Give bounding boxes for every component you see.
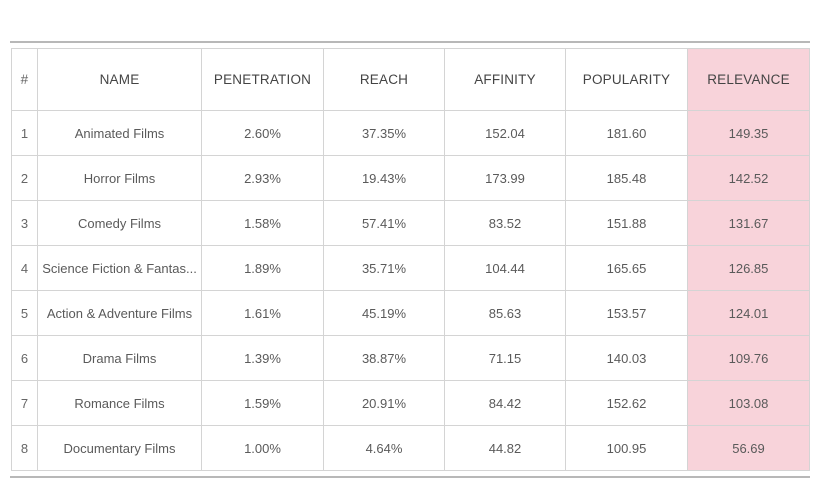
row-popularity: 151.88	[565, 200, 688, 246]
row-reach: 38.87%	[323, 335, 445, 381]
row-reach: 35.71%	[323, 245, 445, 291]
row-index: 7	[11, 380, 38, 426]
row-name: Romance Films	[37, 380, 202, 426]
table-row[interactable]: 2 Horror Films 2.93% 19.43% 173.99 185.48 142.…	[11, 155, 810, 201]
row-index: 1	[11, 110, 38, 156]
header-row: # NAME PENETRATION REACH AFFINITY POPULA…	[11, 48, 810, 111]
row-index: 8	[11, 425, 38, 471]
row-popularity: 152.62	[565, 380, 688, 426]
row-popularity: 181.60	[565, 110, 688, 156]
row-relevance: 149.35	[687, 110, 810, 156]
row-name: Action & Adventure Films	[37, 290, 202, 336]
row-penetration: 1.39%	[201, 335, 324, 381]
row-relevance: 131.67	[687, 200, 810, 246]
row-popularity: 100.95	[565, 425, 688, 471]
row-popularity: 153.57	[565, 290, 688, 336]
row-affinity: 85.63	[444, 290, 566, 336]
table-row[interactable]: 3 Comedy Films 1.58% 57.41% 83.52 151.88 131.6…	[11, 200, 810, 246]
interest-table: # NAME PENETRATION REACH AFFINITY POPULA…	[11, 48, 810, 471]
table-row[interactable]: 4 Science Fiction & Fantas... 1.89% 35.71% 1…	[11, 245, 810, 291]
header-penetration[interactable]: PENETRATION	[201, 48, 324, 111]
header-affinity[interactable]: AFFINITY	[444, 48, 566, 111]
row-index: 4	[11, 245, 38, 291]
bottom-divider	[10, 476, 810, 478]
row-relevance: 103.08	[687, 380, 810, 426]
row-reach: 45.19%	[323, 290, 445, 336]
row-relevance: 124.01	[687, 290, 810, 336]
header-reach[interactable]: REACH	[323, 48, 445, 111]
row-penetration: 2.93%	[201, 155, 324, 201]
table-row[interactable]: 1 Animated Films 2.60% 37.35% 152.04 181.60 14…	[11, 110, 810, 156]
row-penetration: 2.60%	[201, 110, 324, 156]
row-popularity: 140.03	[565, 335, 688, 381]
row-relevance: 142.52	[687, 155, 810, 201]
row-index: 5	[11, 290, 38, 336]
row-relevance: 56.69	[687, 425, 810, 471]
row-penetration: 1.59%	[201, 380, 324, 426]
row-affinity: 173.99	[444, 155, 566, 201]
header-relevance[interactable]: RELEVANCE	[687, 48, 810, 111]
row-reach: 4.64%	[323, 425, 445, 471]
header-popularity[interactable]: POPULARITY	[565, 48, 688, 111]
row-name: Documentary Films	[37, 425, 202, 471]
row-reach: 19.43%	[323, 155, 445, 201]
row-affinity: 104.44	[444, 245, 566, 291]
row-popularity: 165.65	[565, 245, 688, 291]
row-affinity: 152.04	[444, 110, 566, 156]
row-affinity: 84.42	[444, 380, 566, 426]
row-penetration: 1.00%	[201, 425, 324, 471]
top-divider	[10, 41, 810, 43]
table-row[interactable]: 8 Documentary Films 1.00% 4.64% 44.82 100.95 5…	[11, 425, 810, 471]
header-index[interactable]: #	[11, 48, 38, 111]
row-penetration: 1.89%	[201, 245, 324, 291]
row-affinity: 44.82	[444, 425, 566, 471]
row-index: 3	[11, 200, 38, 246]
row-reach: 57.41%	[323, 200, 445, 246]
row-name: Animated Films	[37, 110, 202, 156]
row-reach: 20.91%	[323, 380, 445, 426]
row-index: 2	[11, 155, 38, 201]
row-reach: 37.35%	[323, 110, 445, 156]
table-body: 1 Animated Films 2.60% 37.35% 152.04 181.60 14…	[11, 110, 810, 471]
table-row[interactable]: 7 Romance Films 1.59% 20.91% 84.42 152.62 103.…	[11, 380, 810, 426]
table-row[interactable]: 5 Action & Adventure Films 1.61% 45.19% 85.6…	[11, 290, 810, 336]
row-penetration: 1.61%	[201, 290, 324, 336]
row-relevance: 109.76	[687, 335, 810, 381]
row-name: Science Fiction & Fantas...	[37, 245, 202, 291]
row-name: Drama Films	[37, 335, 202, 381]
row-relevance: 126.85	[687, 245, 810, 291]
header-name[interactable]: NAME	[37, 48, 202, 111]
row-affinity: 83.52	[444, 200, 566, 246]
row-name: Comedy Films	[37, 200, 202, 246]
row-penetration: 1.58%	[201, 200, 324, 246]
row-popularity: 185.48	[565, 155, 688, 201]
row-name: Horror Films	[37, 155, 202, 201]
table-row[interactable]: 6 Drama Films 1.39% 38.87% 71.15 140.03 109.76	[11, 335, 810, 381]
row-affinity: 71.15	[444, 335, 566, 381]
row-index: 6	[11, 335, 38, 381]
